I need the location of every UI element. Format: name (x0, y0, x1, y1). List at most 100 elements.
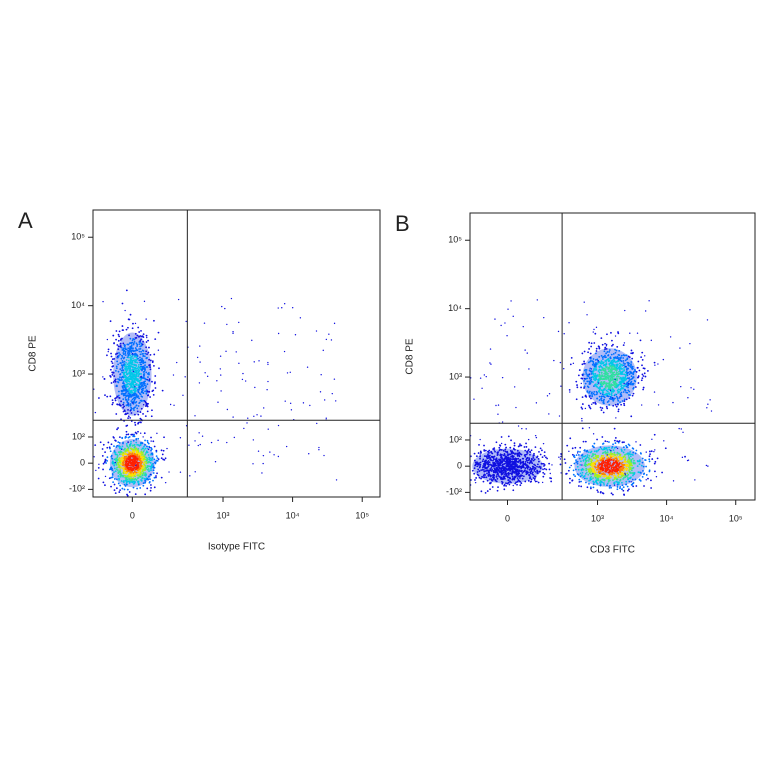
event-dot (140, 399, 143, 402)
event-dot (637, 382, 640, 384)
event-dot (597, 380, 600, 383)
event-dot (119, 447, 121, 450)
event-dot (594, 372, 597, 375)
event-dot (648, 300, 650, 302)
event-dot (616, 398, 619, 400)
plot-frame (92, 209, 381, 498)
event-dot (606, 440, 608, 443)
event-dot (517, 425, 520, 427)
event-dot (133, 457, 136, 459)
event-dot (131, 464, 134, 467)
event-dot (123, 382, 125, 385)
event-dot (579, 475, 582, 478)
event-dot (146, 487, 149, 490)
event-dot (119, 345, 122, 348)
event-dot (473, 472, 476, 475)
event-dot (583, 449, 586, 451)
event-dot (623, 342, 626, 344)
event-dot (132, 439, 135, 442)
event-dot (507, 479, 510, 482)
event-dot (139, 473, 142, 476)
event-dot (602, 468, 605, 471)
event-dot (125, 365, 128, 368)
event-dot (203, 322, 206, 324)
event-dot (627, 362, 630, 365)
event-dot (586, 477, 588, 480)
event-dot (588, 454, 591, 457)
event-dot (316, 422, 318, 425)
event-dot (600, 397, 603, 400)
event-dot (141, 335, 144, 338)
event-dot (624, 309, 626, 312)
event-dot (333, 322, 336, 325)
event-dot (608, 379, 611, 382)
event-dot (577, 374, 580, 377)
event-dot (121, 349, 124, 351)
event-dot (125, 465, 128, 468)
event-dot (118, 397, 121, 399)
event-dot (133, 394, 136, 396)
event-dot (612, 404, 615, 407)
event-dot (135, 460, 138, 463)
event-dot (119, 373, 121, 376)
event-dot (583, 379, 585, 382)
event-dot (123, 374, 126, 377)
event-dot (608, 403, 611, 406)
event-dot (153, 382, 156, 385)
event-dot (532, 459, 535, 462)
event-dot (226, 408, 229, 411)
event-dot (600, 395, 603, 398)
event-dot (142, 373, 145, 376)
event-dot (537, 458, 540, 460)
event-dot (610, 449, 612, 452)
event-dot (589, 382, 592, 384)
event-dot (626, 381, 629, 384)
event-dot (655, 476, 658, 478)
event-dot (502, 449, 505, 452)
event-dot (615, 365, 618, 367)
event-dot (150, 465, 153, 468)
event-dot (124, 475, 127, 478)
event-dot (136, 395, 138, 397)
event-dot (124, 387, 127, 389)
event-dot (560, 455, 562, 458)
event-dot (148, 378, 151, 381)
event-dot (132, 434, 135, 437)
event-dot (636, 376, 639, 379)
event-dot (145, 474, 148, 476)
event-dot (627, 383, 630, 385)
event-dot (593, 463, 596, 466)
event-dot (595, 374, 598, 377)
event-dot (147, 390, 149, 393)
event-dot (611, 384, 614, 387)
event-dot (136, 474, 139, 477)
event-dot (131, 363, 134, 366)
event-dot (620, 403, 623, 406)
event-dot (621, 400, 624, 402)
event-dot (115, 413, 118, 415)
event-dot (632, 466, 635, 469)
event-dot (491, 486, 494, 488)
event-dot (141, 353, 144, 355)
event-dot (114, 453, 117, 456)
event-dot (151, 457, 154, 460)
event-dot (510, 439, 512, 442)
event-dot (134, 355, 137, 358)
event-dot (706, 319, 709, 321)
event-dot (648, 458, 651, 461)
event-dot (134, 386, 136, 388)
event-dot (627, 459, 629, 462)
event-dot (97, 477, 100, 480)
event-dot (601, 384, 603, 387)
event-dot (132, 347, 134, 350)
event-dot (144, 439, 146, 442)
event-dot (143, 461, 145, 464)
event-dot (574, 475, 577, 478)
event-dot (113, 467, 116, 470)
event-dot (630, 415, 633, 418)
event-dot (484, 491, 487, 494)
event-dot (611, 359, 614, 362)
y-tick-label: 10⁵ (71, 232, 85, 242)
event-dot (115, 396, 118, 399)
